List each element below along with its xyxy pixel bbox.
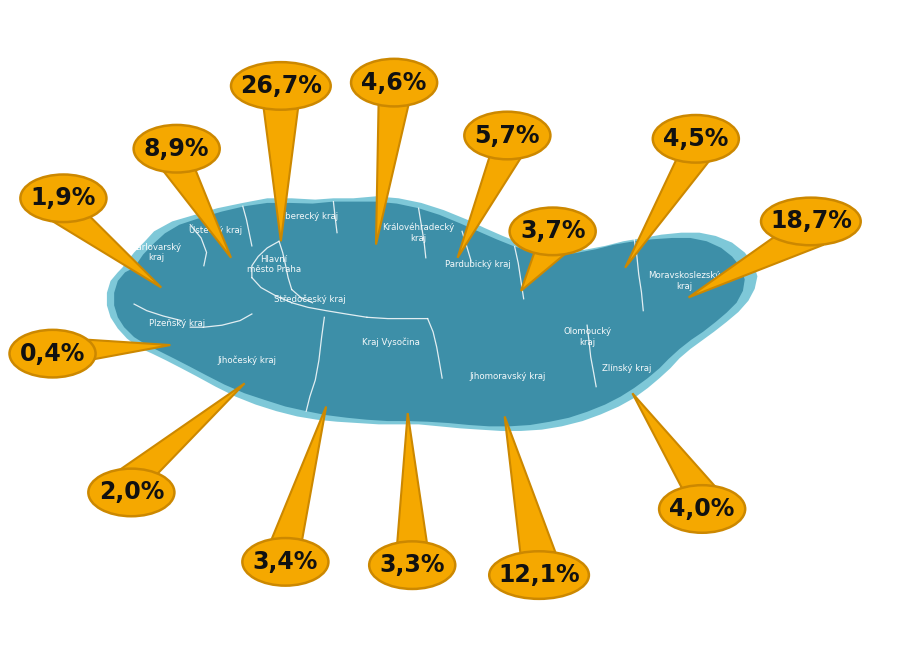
Ellipse shape [761, 198, 861, 245]
Ellipse shape [465, 112, 551, 159]
Text: 18,7%: 18,7% [770, 210, 852, 233]
Ellipse shape [370, 541, 456, 589]
Ellipse shape [134, 125, 220, 173]
Text: Kraj Vysočina: Kraj Vysočina [362, 338, 420, 347]
Polygon shape [632, 393, 717, 500]
Ellipse shape [489, 551, 589, 599]
Text: 3,3%: 3,3% [380, 553, 445, 577]
Text: Zlínský kraj: Zlínský kraj [602, 364, 651, 373]
Ellipse shape [660, 485, 745, 533]
Polygon shape [376, 98, 410, 245]
Polygon shape [397, 413, 428, 549]
Ellipse shape [652, 115, 739, 163]
Ellipse shape [231, 62, 331, 110]
Polygon shape [114, 202, 745, 426]
Text: Ústecký kraj: Ústecký kraj [189, 225, 242, 235]
Polygon shape [689, 219, 823, 297]
Text: 2,0%: 2,0% [99, 481, 164, 504]
Ellipse shape [509, 208, 596, 255]
Text: 5,7%: 5,7% [475, 124, 540, 147]
Polygon shape [625, 149, 710, 268]
Text: 4,5%: 4,5% [663, 127, 728, 151]
Text: 4,6%: 4,6% [361, 71, 427, 95]
Text: 4,0%: 4,0% [670, 497, 735, 521]
Ellipse shape [243, 538, 328, 586]
Ellipse shape [89, 469, 174, 516]
Polygon shape [51, 337, 170, 367]
Text: Středočeský kraj: Středočeský kraj [274, 294, 346, 303]
Text: Moravskoslezský
kraj: Moravskoslezský kraj [648, 271, 720, 291]
Text: 3,4%: 3,4% [253, 550, 318, 574]
Text: Liberecký kraj: Liberecký kraj [278, 212, 338, 221]
Text: Hlavní
město Praha: Hlavní město Praha [246, 254, 301, 274]
Text: 12,1%: 12,1% [498, 563, 580, 587]
Ellipse shape [21, 175, 107, 222]
Text: Karlovarský
kraj: Karlovarský kraj [130, 243, 181, 262]
Text: Jihočeský kraj: Jihočeský kraj [217, 356, 276, 365]
Text: Olomoucký
kraj: Olomoucký kraj [563, 327, 612, 347]
Polygon shape [162, 159, 231, 258]
Polygon shape [119, 383, 245, 488]
Polygon shape [52, 202, 161, 288]
Polygon shape [270, 407, 326, 548]
Text: Plzeňský kraj: Plzeňský kraj [149, 319, 205, 329]
Text: 3,7%: 3,7% [520, 219, 585, 243]
Polygon shape [107, 196, 757, 431]
Text: 8,9%: 8,9% [144, 137, 209, 161]
Text: 0,4%: 0,4% [20, 342, 85, 366]
Polygon shape [458, 147, 522, 258]
Text: 1,9%: 1,9% [31, 186, 96, 210]
Text: 26,7%: 26,7% [240, 74, 322, 98]
Text: Pardubický kraj: Pardubický kraj [446, 260, 511, 269]
Text: Jihomoravský kraj: Jihomoravský kraj [469, 372, 545, 381]
Polygon shape [505, 416, 557, 561]
Polygon shape [521, 241, 567, 291]
Ellipse shape [352, 59, 438, 106]
Ellipse shape [9, 330, 96, 377]
Polygon shape [263, 102, 299, 241]
Text: Královéhradecký
kraj: Královéhradecký kraj [382, 223, 455, 243]
